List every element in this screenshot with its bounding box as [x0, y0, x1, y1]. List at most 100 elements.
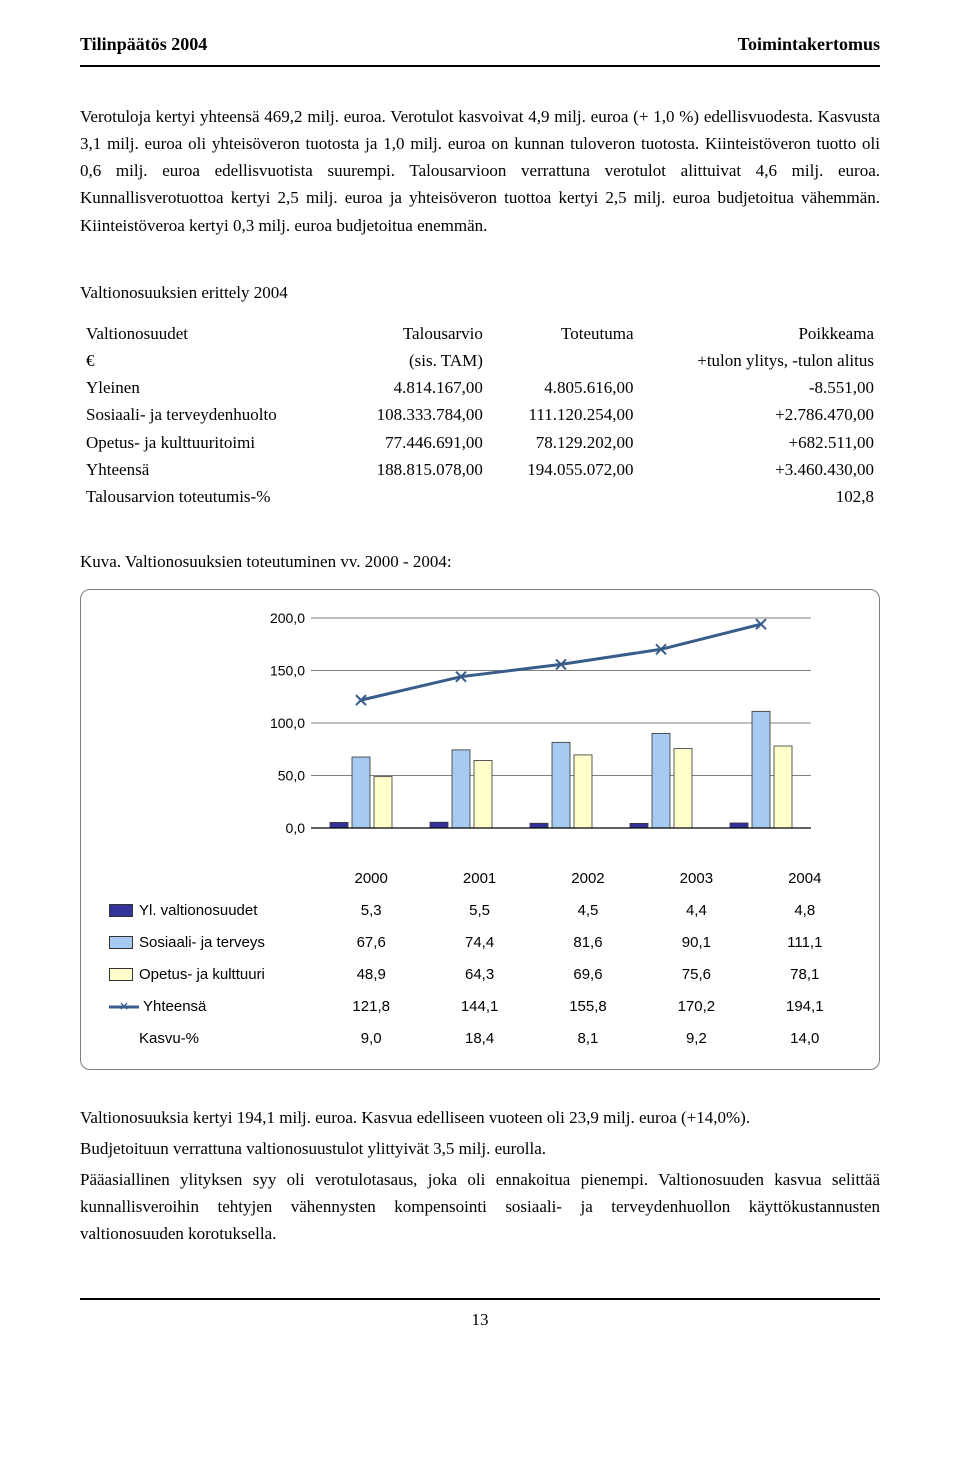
cell: 4,5 — [534, 895, 642, 927]
vt-head-c0: Valtionosuudet — [80, 320, 338, 347]
table-row: Kasvu-% 9,018,48,19,214,0 — [101, 1023, 859, 1055]
cell: 75,6 — [642, 959, 750, 991]
cell: 170,2 — [642, 991, 750, 1023]
cell: 18,4 — [425, 1023, 533, 1055]
valtionosuudet-table: Valtionosuudet Talousarvio Toteutuma Poi… — [80, 320, 880, 510]
legend-cell: Yl. valtionosuudet — [101, 895, 317, 927]
vt-sub-c0: € — [80, 347, 338, 374]
cell: +682.511,00 — [640, 429, 881, 456]
cell: 8,1 — [534, 1023, 642, 1055]
table-row: Talousarvion toteutumis-% 102,8 — [80, 483, 880, 510]
table-row: Opetus- ja kulttuuri 48,964,369,675,678,1 — [101, 959, 859, 991]
cell: 74,4 — [425, 927, 533, 959]
cell: 2001 — [425, 863, 533, 895]
legend-label: Yl. valtionosuudet — [139, 902, 257, 919]
cell: 9,0 — [317, 1023, 425, 1055]
svg-text:100,0: 100,0 — [270, 715, 305, 731]
cell: 4,4 — [642, 895, 750, 927]
cell: 4.805.616,00 — [489, 374, 640, 401]
cell — [489, 483, 640, 510]
paragraph: Valtionosuuksia kertyi 194,1 milj. euroa… — [80, 1104, 880, 1131]
chart-container: 0,0 50,0 100,0 150,0 200,0 20002001200220032… — [80, 589, 880, 1069]
svg-text:150,0: 150,0 — [270, 663, 305, 679]
cell: 188.815.078,00 — [338, 456, 489, 483]
vt-head-c1: Talousarvio — [338, 320, 489, 347]
cell: 2000 — [317, 863, 425, 895]
vt-sub-c1: (sis. TAM) — [338, 347, 489, 374]
table-row: Yleinen4.814.167,004.805.616,00-8.551,00 — [80, 374, 880, 401]
svg-text:0,0: 0,0 — [286, 820, 306, 836]
cell: 69,6 — [534, 959, 642, 991]
cell: 14,0 — [751, 1023, 859, 1055]
paragraph: Pääasiallinen ylityksen syy oli verotulo… — [80, 1166, 880, 1248]
cell: 144,1 — [425, 991, 533, 1023]
vt-head-c2: Toteutuma — [489, 320, 640, 347]
legend-swatch-icon — [109, 904, 133, 917]
cell — [101, 863, 317, 895]
svg-text:200,0: 200,0 — [270, 610, 305, 626]
cell: Yhteensä — [80, 456, 338, 483]
cell: Sosiaali- ja terveydenhuolto — [80, 401, 338, 428]
cell: Yleinen — [80, 374, 338, 401]
header-left: Tilinpäätös 2004 — [80, 30, 207, 59]
cell: +2.786.470,00 — [640, 401, 881, 428]
legend-label: Sosiaali- ja terveys — [139, 934, 265, 951]
paragraph-block-2: Valtionosuuksia kertyi 194,1 milj. euroa… — [80, 1104, 880, 1248]
section-heading: Valtionosuuksien erittely 2004 — [80, 279, 880, 306]
legend-label: Kasvu-% — [139, 1030, 199, 1047]
cell: 194.055.072,00 — [489, 456, 640, 483]
vt-sub-c3: +tulon ylitys, -tulon alitus — [640, 347, 881, 374]
legend-label: Yhteensä — [143, 998, 206, 1015]
table-row: Sosiaali- ja terveydenhuolto108.333.784,… — [80, 401, 880, 428]
cell: +3.460.430,00 — [640, 456, 881, 483]
chart-title: Kuva. Valtionosuuksien toteutuminen vv. … — [80, 548, 880, 575]
legend-swatch-icon — [109, 968, 133, 981]
cell: 102,8 — [640, 483, 881, 510]
cell: 108.333.784,00 — [338, 401, 489, 428]
cell: 4.814.167,00 — [338, 374, 489, 401]
chart-data-table: 20002001200220032004 Yl. valtionosuudet 5,… — [101, 863, 859, 1055]
cell: -8.551,00 — [640, 374, 881, 401]
table-row: Yhteensä188.815.078,00194.055.072,00+3.4… — [80, 456, 880, 483]
table-row: Yhteensä121,8144,1155,8170,2194,1 — [101, 991, 859, 1023]
cell: 194,1 — [751, 991, 859, 1023]
svg-text:50,0: 50,0 — [278, 768, 305, 784]
legend-line-icon — [109, 1001, 139, 1013]
paragraph-1: Verotuloja kertyi yhteensä 469,2 milj. e… — [80, 103, 880, 239]
legend-label: Opetus- ja kulttuuri — [139, 966, 265, 983]
vt-head-c3: Poikkeama — [640, 320, 881, 347]
cell: 2004 — [751, 863, 859, 895]
page-number: 13 — [80, 1298, 880, 1333]
cell: Talousarvion toteutumis-% — [80, 483, 338, 510]
cell — [338, 483, 489, 510]
header-right: Toimintakertomus — [738, 30, 880, 59]
cell: 4,8 — [751, 895, 859, 927]
cell: 48,9 — [317, 959, 425, 991]
cell: 111.120.254,00 — [489, 401, 640, 428]
legend-cell: Sosiaali- ja terveys — [101, 927, 317, 959]
legend-cell: Yhteensä — [101, 991, 317, 1023]
cell: 2002 — [534, 863, 642, 895]
table-row: Sosiaali- ja terveys 67,674,481,690,1111,… — [101, 927, 859, 959]
cell: 121,8 — [317, 991, 425, 1023]
legend-cell: Opetus- ja kulttuuri — [101, 959, 317, 991]
legend-cell: Kasvu-% — [101, 1023, 317, 1055]
cell: 90,1 — [642, 927, 750, 959]
cell: 111,1 — [751, 927, 859, 959]
cell: 81,6 — [534, 927, 642, 959]
legend-swatch-icon — [109, 936, 133, 949]
cell: 67,6 — [317, 927, 425, 959]
page-header: Tilinpäätös 2004 Toimintakertomus — [80, 30, 880, 67]
cell: 78,1 — [751, 959, 859, 991]
cell: 5,3 — [317, 895, 425, 927]
table-row: Opetus- ja kulttuuritoimi77.446.691,0078… — [80, 429, 880, 456]
cell: 77.446.691,00 — [338, 429, 489, 456]
table-row: Yl. valtionosuudet 5,35,54,54,44,8 — [101, 895, 859, 927]
cell: 78.129.202,00 — [489, 429, 640, 456]
cell: 9,2 — [642, 1023, 750, 1055]
cell: 5,5 — [425, 895, 533, 927]
cell: Opetus- ja kulttuuritoimi — [80, 429, 338, 456]
paragraph: Budjetoituun verrattuna valtionosuustulo… — [80, 1135, 880, 1162]
cell: 64,3 — [425, 959, 533, 991]
cell: 2003 — [642, 863, 750, 895]
